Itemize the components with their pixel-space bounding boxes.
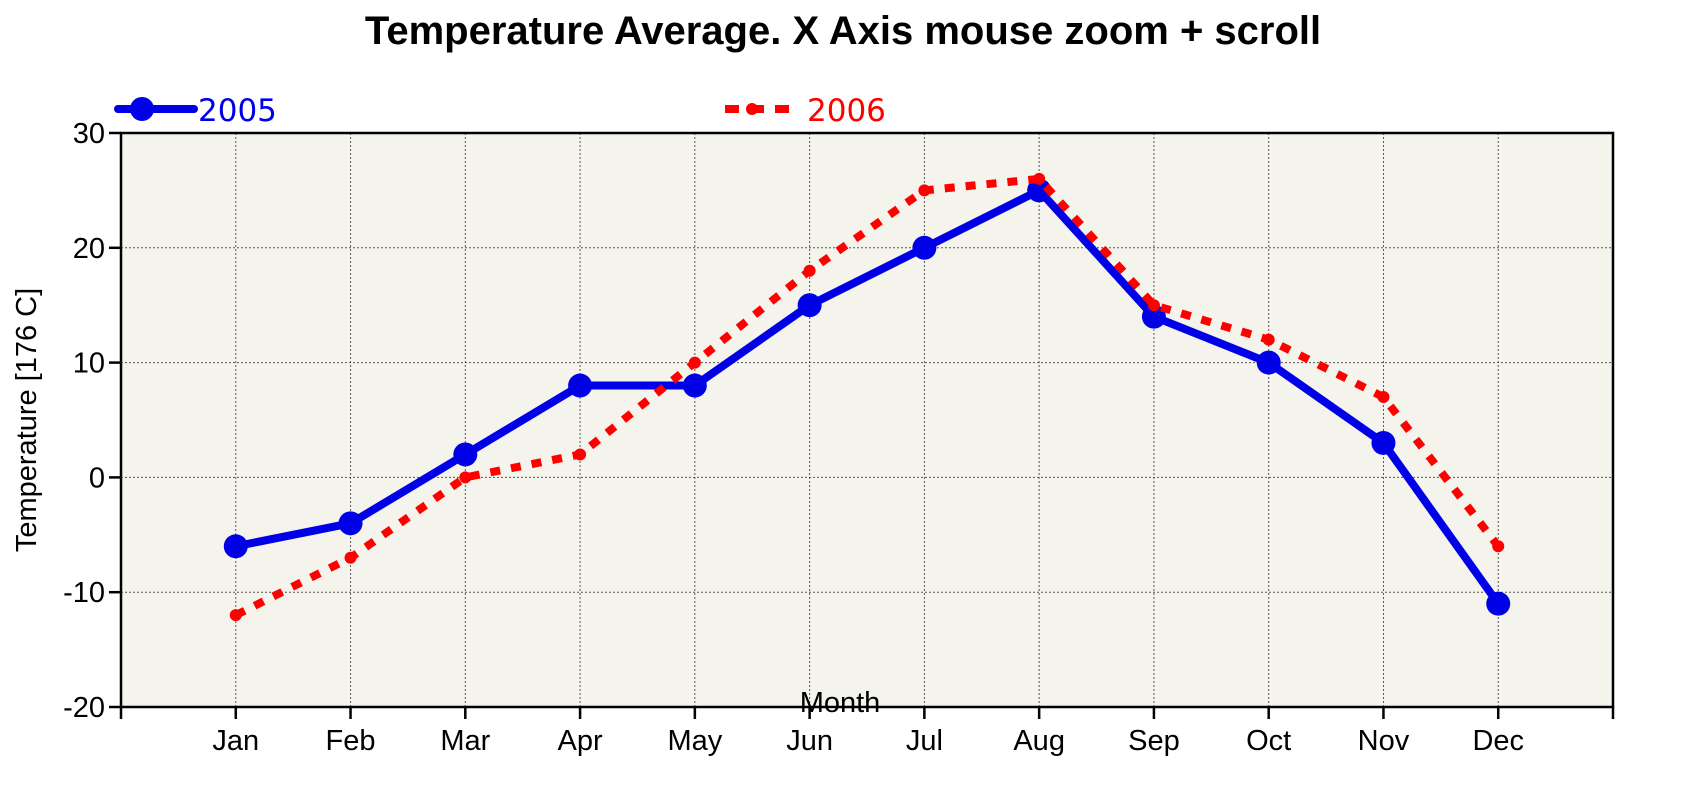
data-point-2005-nov[interactable] xyxy=(1371,430,1396,455)
y-tick-label: -10 xyxy=(63,577,105,609)
series-2005 xyxy=(223,178,1511,616)
data-point-2006-mar[interactable] xyxy=(459,471,472,484)
data-point-2006-feb[interactable] xyxy=(344,551,357,564)
series-2006 xyxy=(229,172,1505,622)
y-tick-label: 30 xyxy=(73,118,105,150)
y-tick-label: 0 xyxy=(89,462,105,494)
x-tick-label-apr: Apr xyxy=(558,725,603,757)
x-tick-label-jun: Jun xyxy=(786,725,833,757)
series-line-2005 xyxy=(231,186,1503,608)
data-point-2005-feb[interactable] xyxy=(338,511,363,536)
series-line-2006 xyxy=(233,174,1502,619)
data-point-2006-jan[interactable] xyxy=(229,609,242,622)
y-tick-label: -20 xyxy=(63,692,105,724)
chart-title: Temperature Average. X Axis mouse zoom +… xyxy=(365,9,1321,53)
legend-label-2005: 2005 xyxy=(198,93,277,129)
legend-marker-2005 xyxy=(130,97,154,121)
data-point-2005-aug[interactable] xyxy=(1027,178,1052,203)
y-tick-label: 20 xyxy=(73,233,105,265)
x-tick-label-aug: Aug xyxy=(1013,725,1065,757)
data-point-2005-jun[interactable] xyxy=(797,293,822,318)
legend-item-2005: 2005 xyxy=(114,93,277,129)
x-tick-label-oct: Oct xyxy=(1246,725,1291,757)
x-tick-label-jan: Jan xyxy=(212,725,259,757)
x-tick-label-feb: Feb xyxy=(326,725,376,757)
data-point-2006-apr[interactable] xyxy=(574,448,587,461)
legend-marker-2006 xyxy=(746,103,758,115)
legend-label-2006: 2006 xyxy=(807,93,886,129)
data-point-2006-dec[interactable] xyxy=(1492,540,1505,553)
y-tick-label: 10 xyxy=(73,348,105,380)
plot-border xyxy=(119,131,1615,709)
data-point-2006-may[interactable] xyxy=(688,356,701,369)
grid-lines xyxy=(121,133,1613,707)
legend: 2005 2006 xyxy=(114,93,886,129)
x-tick-label-sep: Sep xyxy=(1128,725,1180,757)
x-axis[interactable]: Jan Feb Mar Apr May Jun Jul Aug Sep Oct Nov Dec xyxy=(119,707,1615,757)
legend-item-2006: 2006 xyxy=(725,93,886,129)
plot-area[interactable] xyxy=(121,133,1613,707)
data-point-2005-jan[interactable] xyxy=(223,534,248,559)
data-point-2006-aug[interactable] xyxy=(1033,172,1046,185)
data-point-2006-sep[interactable] xyxy=(1147,299,1160,312)
data-point-2005-mar[interactable] xyxy=(453,442,478,467)
data-point-2005-apr[interactable] xyxy=(568,373,593,398)
x-tick-label-nov: Nov xyxy=(1358,725,1410,757)
data-point-2005-oct[interactable] xyxy=(1256,350,1281,375)
x-tick-label-dec: Dec xyxy=(1472,725,1524,757)
x-tick-label-may: May xyxy=(667,725,722,757)
data-point-2006-jun[interactable] xyxy=(803,264,816,277)
data-point-2006-oct[interactable] xyxy=(1262,333,1275,346)
data-point-2005-sep[interactable] xyxy=(1141,304,1166,329)
x-tick-label-mar: Mar xyxy=(440,725,490,757)
series-layer xyxy=(223,172,1511,622)
data-point-2005-dec[interactable] xyxy=(1486,591,1511,616)
x-axis-label: Month xyxy=(800,687,881,719)
data-point-2006-nov[interactable] xyxy=(1377,391,1390,404)
data-point-2005-jul[interactable] xyxy=(912,235,937,260)
y-axis-label: Temperature [176 C] xyxy=(11,288,43,552)
x-tick-label-jul: Jul xyxy=(906,725,943,757)
y-axis: 30 20 10 0 -10 -20 xyxy=(63,118,121,724)
data-point-2005-may[interactable] xyxy=(682,373,707,398)
data-point-2006-jul[interactable] xyxy=(918,184,931,197)
